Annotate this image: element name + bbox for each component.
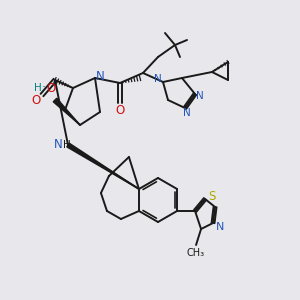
Text: N: N [154, 74, 162, 84]
Text: S: S [208, 190, 216, 202]
Text: O: O [46, 82, 56, 94]
Text: N: N [196, 91, 204, 101]
Text: N: N [216, 222, 224, 232]
Text: H: H [34, 83, 42, 93]
Text: N: N [54, 139, 62, 152]
Text: O: O [116, 103, 124, 116]
Polygon shape [53, 98, 80, 125]
Text: N: N [183, 108, 191, 118]
Text: N: N [96, 70, 104, 83]
Polygon shape [67, 143, 139, 189]
Text: H: H [63, 140, 71, 150]
Text: CH₃: CH₃ [187, 248, 205, 258]
Text: O: O [32, 94, 40, 106]
Text: ·: · [42, 82, 46, 94]
